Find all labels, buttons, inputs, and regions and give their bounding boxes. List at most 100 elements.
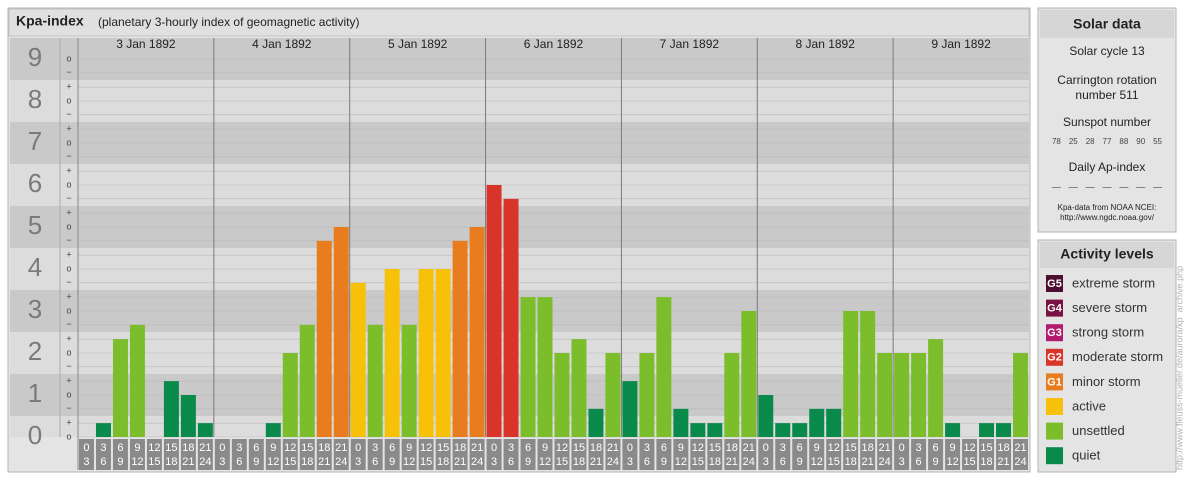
minor-tick-label: +: [66, 376, 71, 386]
interval-box: [894, 439, 910, 470]
ap-value: —: [1136, 181, 1145, 191]
interval-end: 3: [83, 456, 89, 468]
interval-end: 21: [182, 456, 194, 468]
interval-end: 24: [1014, 456, 1026, 468]
interval-start: 12: [828, 442, 840, 454]
ap-value: —: [1086, 181, 1095, 191]
interval-end: 15: [963, 456, 975, 468]
carrington: number 511: [1075, 88, 1138, 102]
solar-title-bar: [1040, 10, 1174, 38]
interval-box: [843, 439, 859, 470]
interval-box: [180, 439, 196, 470]
y-tick-label: 0: [28, 420, 42, 450]
interval-box: [401, 439, 417, 470]
legend-badge: G1: [1047, 376, 1062, 388]
bar: [435, 269, 451, 437]
legend-label: minor storm: [1072, 374, 1141, 389]
day-label: 5 Jan 1892: [388, 37, 448, 51]
bar: [163, 381, 179, 437]
interval-start: 21: [471, 442, 483, 454]
interval-end: 12: [267, 456, 279, 468]
interval-start: 12: [148, 442, 160, 454]
interval-start: 15: [301, 442, 313, 454]
minor-tick-label: −: [66, 319, 71, 329]
interval-box: [928, 439, 944, 470]
interval-end: 6: [508, 456, 514, 468]
legend-label: quiet: [1072, 448, 1101, 463]
interval-start: 0: [83, 442, 89, 454]
bar: [486, 185, 502, 437]
minor-tick-label: o: [66, 431, 71, 441]
interval-box: [911, 439, 927, 470]
bar: [418, 269, 434, 437]
chart-subtitle: (planetary 3-hourly index of geomagnetic…: [98, 15, 359, 29]
minor-tick-label: +: [66, 82, 71, 92]
interval-start: 21: [743, 442, 755, 454]
interval-start: 18: [454, 442, 466, 454]
bar: [316, 240, 332, 437]
bar: [537, 297, 553, 437]
minor-tick-label: o: [66, 263, 71, 273]
interval-end: 9: [933, 456, 939, 468]
interval-box: [945, 439, 961, 470]
interval-start: 6: [933, 442, 939, 454]
interval-box: [962, 439, 978, 470]
sunspot-number: 90: [1136, 137, 1145, 146]
ap-value: —: [1069, 181, 1078, 191]
bar: [707, 423, 723, 437]
interval-start: 0: [219, 442, 225, 454]
interval-end: 6: [236, 456, 242, 468]
y-tick-label: 3: [28, 294, 42, 324]
interval-box: [673, 439, 689, 470]
interval-box: [1013, 439, 1028, 470]
interval-end: 12: [946, 456, 958, 468]
interval-box: [605, 439, 621, 470]
interval-box: [707, 439, 723, 470]
bar: [605, 353, 621, 437]
chart-title: Kpa-index: [16, 13, 84, 29]
day-label: 6 Jan 1892: [524, 37, 584, 51]
interval-start: 12: [963, 442, 975, 454]
interval-start: 15: [709, 442, 721, 454]
solar-panel: [1037, 7, 1177, 233]
interval-box: [350, 439, 366, 470]
interval-start: 6: [661, 442, 667, 454]
minor-tick-label: +: [66, 250, 71, 260]
interval-end: 9: [525, 456, 531, 468]
bar: [928, 339, 944, 437]
interval-start: 21: [879, 442, 891, 454]
bar: [877, 353, 893, 437]
minor-tick-label: o: [66, 137, 71, 147]
interval-start: 6: [253, 442, 259, 454]
interval-box: [299, 439, 315, 470]
interval-start: 0: [763, 442, 769, 454]
interval-box: [452, 439, 468, 470]
interval-box: [316, 439, 332, 470]
interval-box: [79, 439, 94, 470]
day-label: 8 Jan 1892: [796, 37, 856, 51]
interval-end: 6: [372, 456, 378, 468]
bar: [673, 408, 689, 437]
sunspot-number: 78: [1052, 137, 1061, 146]
interval-end: 18: [573, 456, 585, 468]
interval-start: 12: [556, 442, 568, 454]
bar: [656, 297, 672, 437]
interval-end: 6: [780, 456, 786, 468]
minor-tick-label: o: [66, 305, 71, 315]
interval-box: [163, 439, 179, 470]
interval-end: 15: [692, 456, 704, 468]
day-label: 3 Jan 1892: [116, 37, 176, 51]
bar: [282, 353, 298, 437]
minor-tick-label: −: [66, 235, 71, 245]
source: Kpa-data from NOAA NCEI:: [1058, 203, 1157, 212]
interval-start: 15: [980, 442, 992, 454]
minor-tick-label: o: [66, 179, 71, 189]
sunspot-label: Sunspot number: [1063, 115, 1151, 129]
minor-tick-label: o: [66, 53, 71, 63]
legend-badge: G3: [1047, 327, 1062, 339]
interval-start: 12: [692, 442, 704, 454]
interval-end: 18: [165, 456, 177, 468]
bar: [520, 297, 536, 437]
sunspot-number: 28: [1086, 137, 1095, 146]
